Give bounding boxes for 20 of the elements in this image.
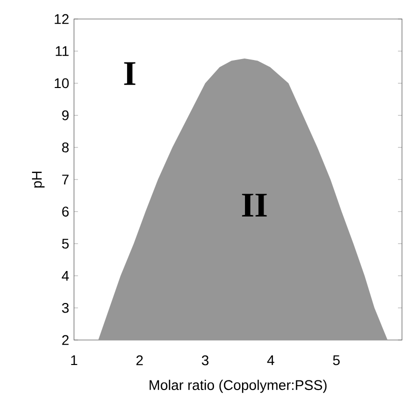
x-tick-label: 2 bbox=[136, 355, 143, 366]
x-tick-label: 3 bbox=[202, 355, 208, 366]
y-tick-label: 3 bbox=[62, 302, 69, 313]
x-tick-label: 4 bbox=[267, 355, 274, 366]
annotation: I bbox=[124, 62, 136, 85]
y-tick-label: 9 bbox=[62, 110, 69, 120]
y-tick-label: 12 bbox=[54, 14, 69, 24]
y-tick-label: 10 bbox=[54, 78, 69, 88]
y-tick-label: 11 bbox=[56, 46, 69, 56]
y-tick-label: 5 bbox=[62, 238, 69, 249]
x-tick-label: 5 bbox=[333, 355, 340, 366]
y-tick-label: 7 bbox=[62, 174, 69, 184]
annotation: II bbox=[242, 194, 267, 217]
y-axis-title: pH bbox=[32, 172, 45, 188]
x-axis-title: Molar ratio (Copolymer:PSS) bbox=[150, 380, 327, 393]
y-tick-label: 2 bbox=[62, 335, 69, 345]
y-tick-label: 8 bbox=[62, 142, 69, 152]
y-tick-label: 6 bbox=[62, 206, 69, 217]
x-tick-label: 1 bbox=[71, 355, 78, 366]
y-tick-label: 4 bbox=[62, 270, 69, 281]
